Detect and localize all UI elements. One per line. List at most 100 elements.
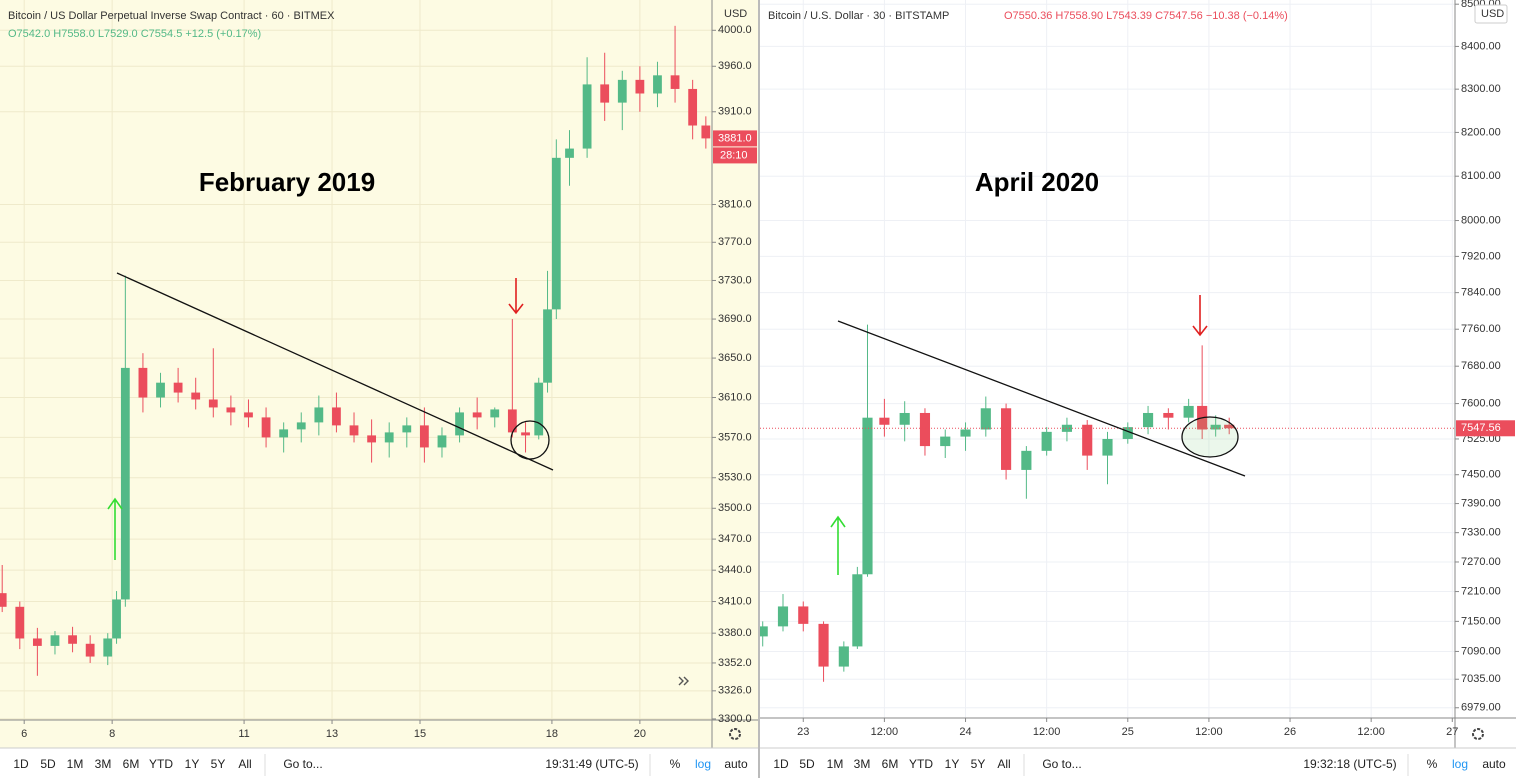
panel-background: [760, 0, 1516, 748]
candle-body: [565, 148, 574, 158]
range-button[interactable]: 5Y: [211, 757, 226, 771]
toolbar: [0, 748, 758, 778]
range-button[interactable]: 1Y: [185, 757, 200, 771]
candle-body: [1183, 405, 1194, 418]
annotation: February 2019: [199, 167, 375, 197]
x-tick-label: 23: [797, 726, 809, 738]
range-button[interactable]: 1Y: [945, 757, 960, 771]
scale-button[interactable]: log: [1452, 757, 1468, 771]
range-button[interactable]: 1M: [67, 757, 84, 771]
candle-body: [208, 399, 218, 408]
x-tick-label: 27: [1446, 726, 1458, 738]
y-tick-label: 8200.00: [1461, 126, 1501, 138]
y-tick-label: 4000.0: [718, 24, 752, 36]
candle-body: [437, 435, 447, 448]
candle-body: [862, 417, 873, 575]
range-button[interactable]: 1D: [13, 757, 29, 771]
candle-body: [1001, 408, 1012, 470]
x-tick-label: 13: [326, 728, 338, 740]
ohlc-values: O7542.0 H7558.0 L7529.0 C7554.5 +12.5 (+…: [8, 28, 261, 40]
scale-button[interactable]: auto: [724, 757, 748, 771]
x-tick-label: 20: [634, 728, 646, 740]
candle-body: [1102, 438, 1113, 456]
countdown-box: [713, 147, 757, 164]
currency-label: USD: [724, 8, 747, 20]
price-label-box: [713, 130, 757, 147]
scroll-button[interactable]: [678, 676, 689, 686]
range-button[interactable]: 5D: [40, 757, 56, 771]
x-tick-label: 25: [1122, 726, 1134, 738]
range-button[interactable]: 6M: [123, 757, 140, 771]
y-tick-label: 7150.00: [1461, 615, 1501, 627]
y-tick-label: 8000.00: [1461, 214, 1501, 226]
candle-body: [138, 367, 148, 398]
y-tick-label: 3440.0: [718, 564, 752, 576]
y-tick-label: 7920.00: [1461, 250, 1501, 262]
x-tick-label: 18: [546, 728, 558, 740]
y-tick-label: 3352.0: [718, 657, 752, 669]
circle-marker: [510, 420, 550, 460]
range-button[interactable]: 6M: [882, 757, 899, 771]
scale-button[interactable]: %: [670, 757, 681, 771]
currency-label: USD: [1481, 8, 1504, 20]
y-tick-label: 3530.0: [718, 472, 752, 484]
y-tick-label: 3326.0: [718, 685, 752, 697]
candle-body: [384, 432, 394, 443]
range-button[interactable]: 1M: [827, 757, 844, 771]
range-button[interactable]: 5D: [799, 757, 815, 771]
scale-button[interactable]: %: [1427, 757, 1438, 771]
y-tick-label: 7090.00: [1461, 645, 1501, 657]
y-tick-label: 7330.00: [1461, 527, 1501, 539]
y-tick-label: 3960.0: [718, 60, 752, 72]
y-tick-label: 3770.0: [718, 236, 752, 248]
settings-button[interactable]: [729, 728, 741, 740]
y-tick-label: 7035.00: [1461, 673, 1501, 685]
candle-body: [455, 412, 464, 436]
candle-body: [701, 125, 711, 139]
candle-body: [85, 643, 95, 657]
range-button[interactable]: 3M: [854, 757, 871, 771]
goto-button[interactable]: Go to...: [1042, 757, 1081, 771]
candle-body: [688, 88, 698, 126]
x-tick-label: 12:00: [871, 726, 899, 738]
drawings: [107, 272, 1246, 686]
y-tick-label: 3730.0: [718, 274, 752, 286]
candle-body: [798, 606, 809, 624]
candle-body: [1041, 431, 1052, 451]
candle-body: [226, 407, 236, 413]
settings-button[interactable]: [1472, 728, 1484, 740]
candle-body: [899, 412, 910, 425]
range-button[interactable]: All: [997, 757, 1010, 771]
range-button[interactable]: YTD: [909, 757, 933, 771]
range-button[interactable]: 1D: [773, 757, 789, 771]
scale-button[interactable]: log: [695, 757, 711, 771]
range-button[interactable]: 3M: [95, 757, 112, 771]
candle-body: [1021, 450, 1032, 470]
goto-button[interactable]: Go to...: [283, 757, 322, 771]
candle-body: [980, 408, 991, 430]
y-tick-label: 3300.0: [718, 713, 752, 725]
down-arrow: [1192, 295, 1208, 337]
currency-box: [1474, 4, 1508, 24]
candle-body: [760, 626, 768, 637]
candle-body: [15, 606, 25, 639]
price-label: 7547.56: [1461, 422, 1501, 434]
y-tick-label: 7390.00: [1461, 497, 1501, 509]
candle-body: [521, 432, 530, 436]
y-tick-label: 7270.00: [1461, 556, 1501, 568]
range-button[interactable]: YTD: [149, 757, 173, 771]
scale-button[interactable]: auto: [1482, 757, 1506, 771]
range-button[interactable]: All: [238, 757, 251, 771]
range-button[interactable]: 5Y: [971, 757, 986, 771]
candle-body: [960, 429, 971, 437]
y-tick-label: 3380.0: [718, 627, 752, 639]
y-tick-label: 7760.00: [1461, 323, 1501, 335]
candle-body: [32, 638, 42, 646]
candle-body: [879, 417, 890, 425]
candle-body: [818, 623, 829, 667]
y-tick-label: 7600.00: [1461, 397, 1501, 409]
y-tick-label: 8400.00: [1461, 40, 1501, 52]
candle-body: [112, 599, 121, 639]
y-tick-label: 7210.00: [1461, 585, 1501, 597]
